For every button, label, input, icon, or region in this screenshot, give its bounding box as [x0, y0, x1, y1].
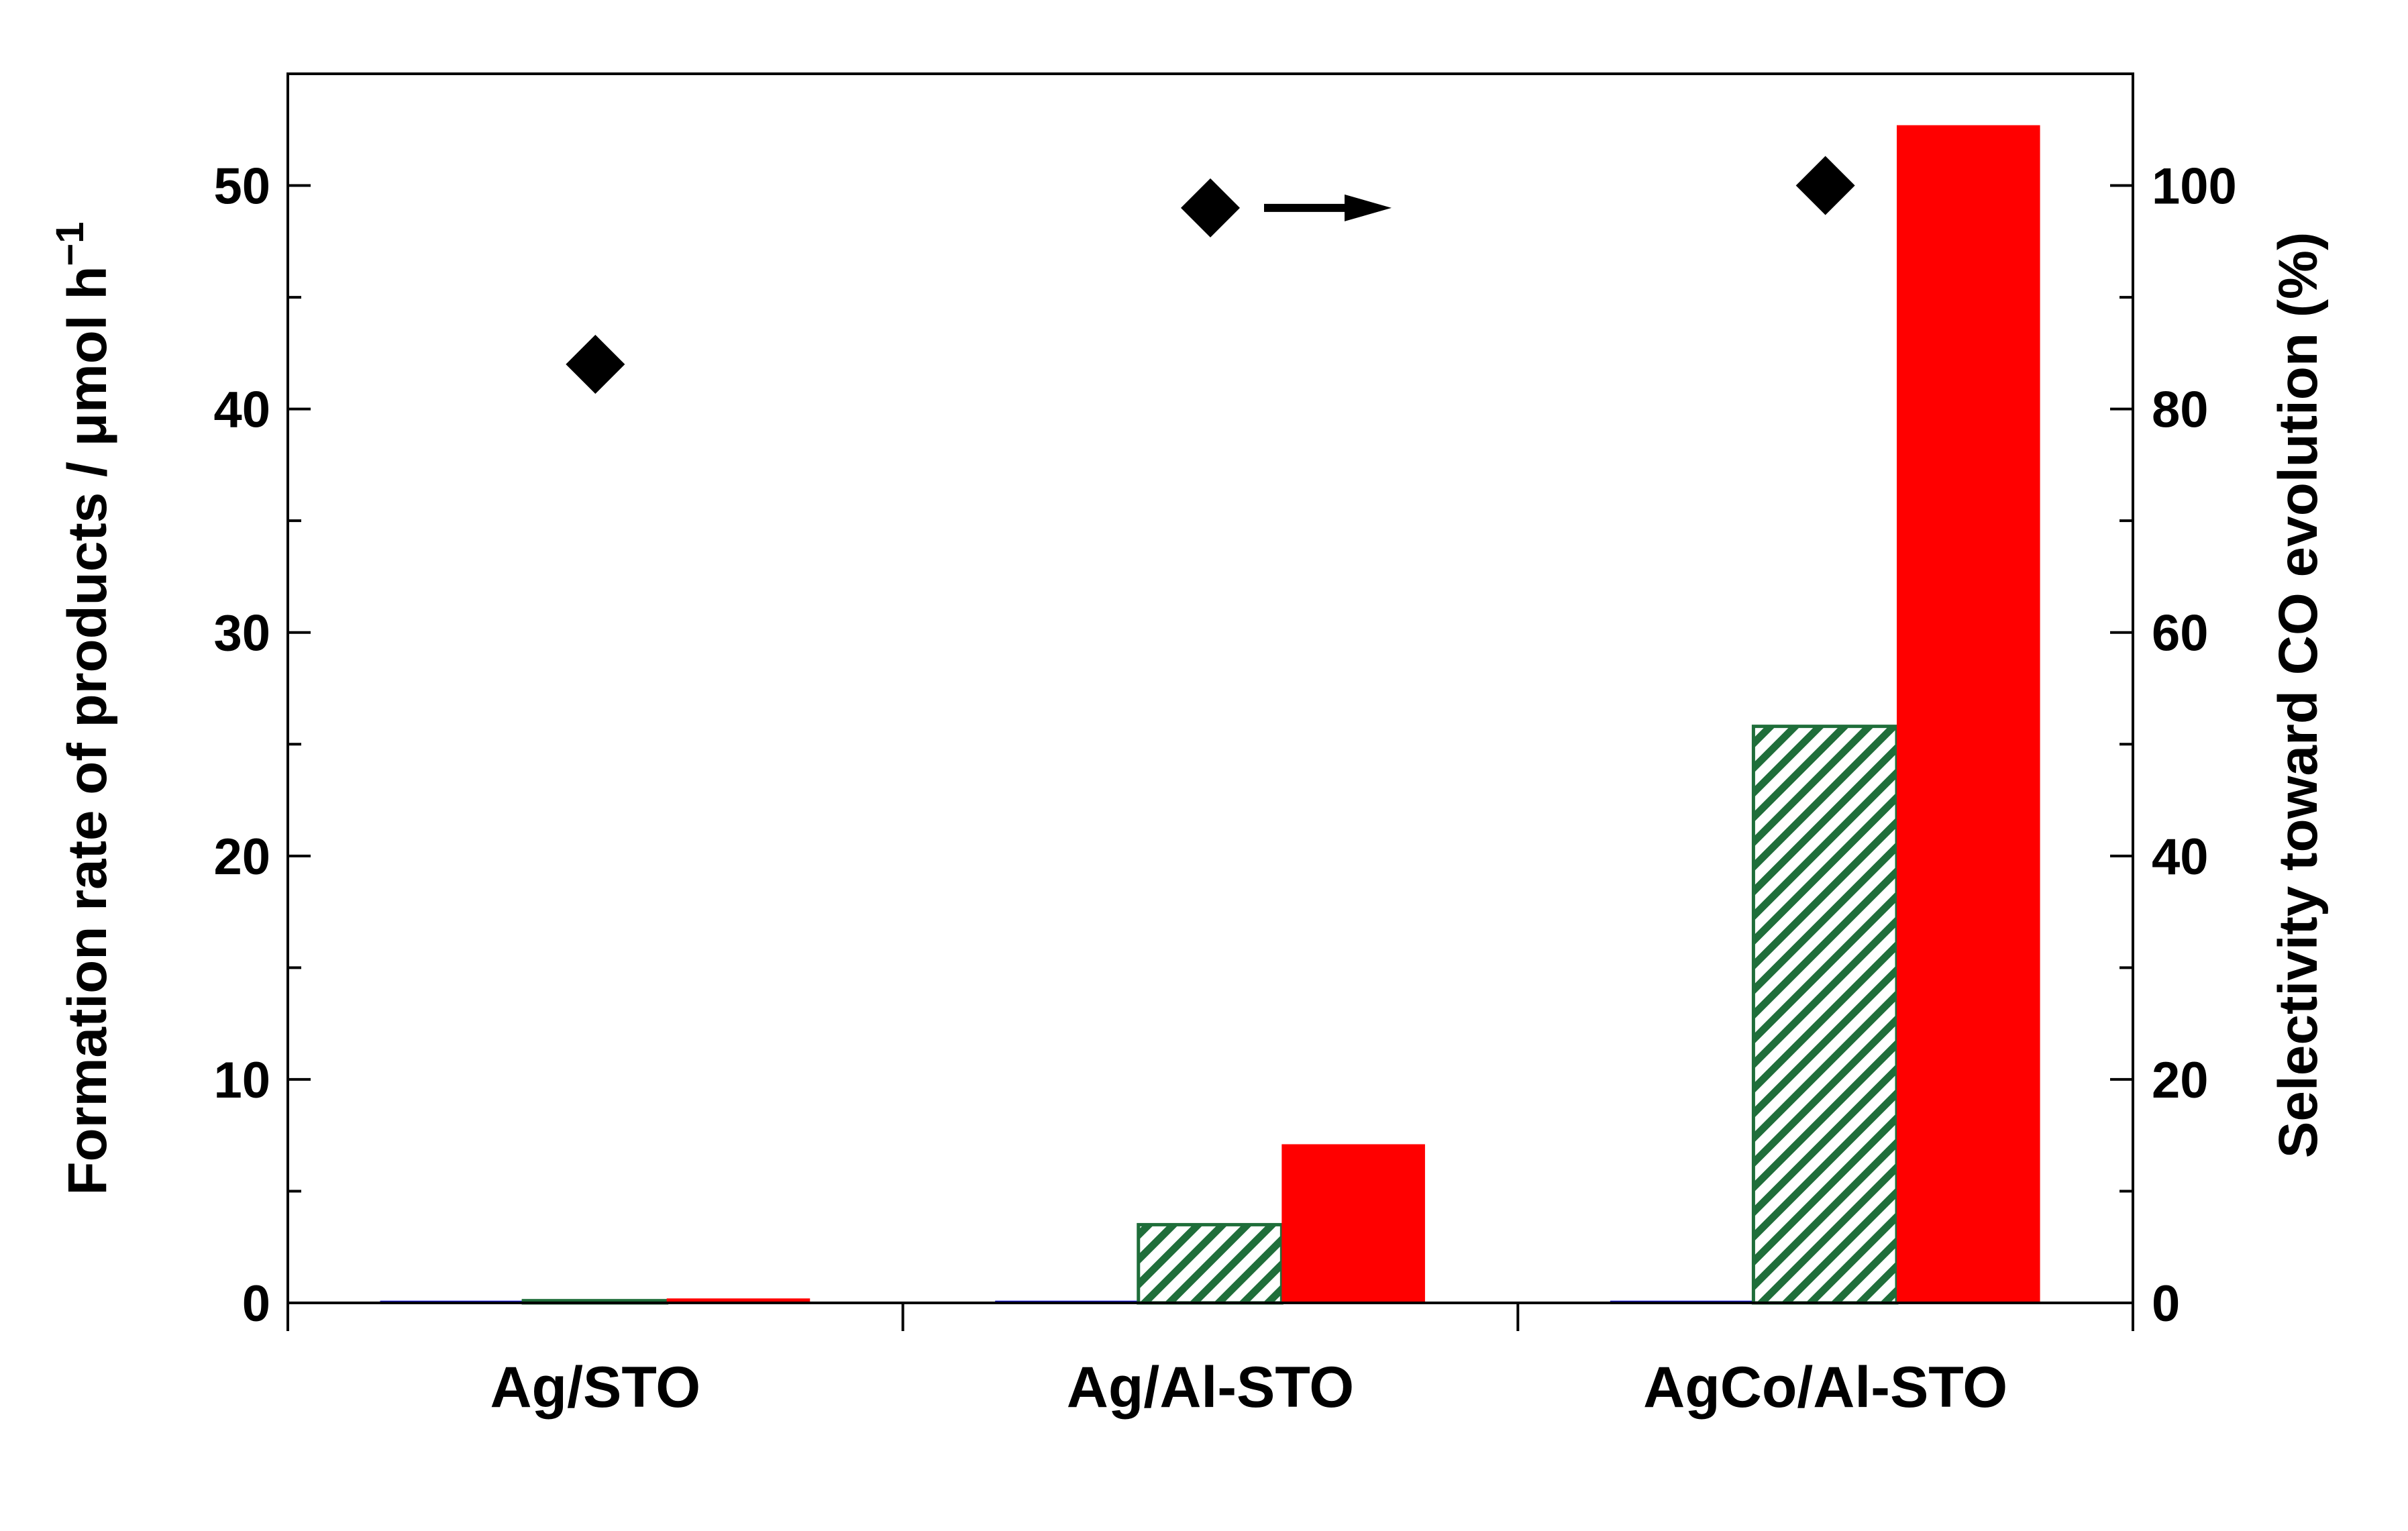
arrow-head: [1345, 194, 1392, 221]
axes-layer: [286, 72, 2134, 1331]
right-axis-title: Selectivity toward CO evolution (%): [2268, 232, 2329, 1159]
category-label-0: Ag/STO: [490, 1355, 700, 1420]
bars-layer: [380, 125, 2040, 1305]
left-tick-label-50: 50: [213, 158, 270, 215]
labels-layer: 0 10 20 30 40 50 0 20 40 60 80 100 Ag/STO Ag/Al-STO Ag…: [48, 158, 2329, 1420]
left-axis-title: Formation rate of products / μmol h−1: [48, 221, 118, 1195]
category-label-1: Ag/Al-STO: [1067, 1355, 1354, 1420]
bar-o2-2: [1751, 725, 1899, 1305]
right-tick-label-80: 80: [2152, 382, 2209, 439]
left-tick-label-0: 0: [242, 1275, 270, 1332]
left-axis-title-main: Formation rate of products / μmol h: [57, 266, 118, 1196]
left-tick-label-40: 40: [213, 382, 270, 439]
bar-co-0: [666, 1298, 810, 1303]
selectivity-marker-0: [566, 335, 625, 394]
right-tick-label-0: 0: [2152, 1275, 2180, 1332]
plot-frame: [286, 72, 2134, 1304]
bar-co-2: [1897, 125, 2040, 1303]
left-tick-label-30: 30: [213, 605, 270, 662]
bar-o2-1: [1137, 1222, 1284, 1305]
selectivity-marker-1: [1181, 178, 1240, 237]
right-tick-label-100: 100: [2152, 158, 2237, 215]
right-tick-label-60: 60: [2152, 605, 2209, 662]
left-tick-label-10: 10: [213, 1052, 270, 1109]
left-axis-title-superscript: −1: [48, 221, 92, 266]
bar-co-1: [1281, 1144, 1425, 1303]
markers-layer: [566, 156, 1855, 394]
selectivity-marker-2: [1795, 156, 1855, 215]
right-tick-label-20: 20: [2152, 1052, 2209, 1109]
category-label-2: AgCo/Al-STO: [1643, 1355, 2007, 1420]
left-tick-label-20: 20: [213, 829, 270, 886]
right-tick-label-40: 40: [2152, 829, 2209, 886]
